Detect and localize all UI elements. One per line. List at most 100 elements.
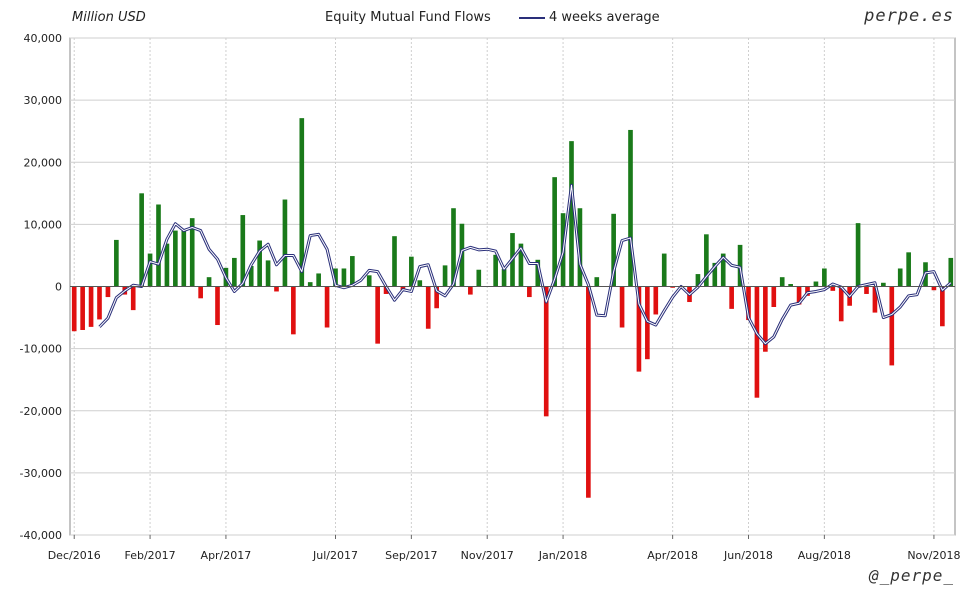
inflow-bar: [493, 254, 498, 287]
outflow-bar: [130, 286, 136, 311]
outflow-bar: [830, 286, 836, 291]
outflow-bar: [198, 286, 203, 299]
y-tick-label: -20,000: [20, 405, 62, 418]
inflow-bar: [232, 257, 237, 287]
outflow-bar: [80, 286, 85, 330]
x-tick-label: Dec/2016: [48, 549, 101, 562]
legend-line-swatch: [519, 16, 545, 19]
inflow-bar: [366, 275, 372, 287]
inflow-bar: [307, 282, 313, 287]
outflow-bar: [619, 286, 625, 328]
inflow-bar: [704, 234, 709, 287]
y-tick-label: 20,000: [24, 156, 63, 169]
x-tick-label: Apr/2018: [647, 549, 698, 562]
outflow-bar: [586, 286, 591, 498]
outflow-bar: [434, 286, 439, 309]
outflow-bar: [931, 286, 937, 291]
inflow-bar: [737, 244, 743, 287]
inflow-bar: [501, 269, 507, 287]
inflow-bar: [409, 256, 414, 287]
average-line-outline: [98, 183, 952, 346]
outflow-bar: [291, 286, 296, 335]
x-tick-label: Aug/2018: [798, 549, 851, 562]
outflow-bar: [838, 286, 844, 322]
inflow-bar: [350, 256, 355, 287]
legend-label: 4 weeks average: [549, 10, 660, 25]
inflow-bar: [156, 204, 161, 287]
inflow-bar: [240, 215, 246, 287]
inflow-bar: [189, 218, 195, 287]
outflow-bar: [754, 286, 760, 398]
outflow-bar: [468, 286, 473, 295]
x-tick-label: Sep/2017: [385, 549, 437, 562]
outflow-bar: [653, 286, 659, 315]
inflow-bar: [628, 129, 633, 287]
outflow-bar: [763, 286, 768, 352]
chart-title: Equity Mutual Fund Flows: [325, 10, 491, 25]
outflow-bar: [796, 286, 802, 305]
inflow-bar: [712, 262, 718, 287]
inflow-bar: [535, 259, 541, 287]
inflow-bar: [661, 253, 667, 287]
x-tick-label: Jun/2018: [723, 549, 773, 562]
outflow-bar: [872, 286, 878, 313]
handle-watermark: @_perpe_: [868, 566, 954, 585]
inflow-bar: [552, 177, 557, 287]
outflow-bar: [383, 286, 389, 294]
inflow-bar: [518, 243, 524, 287]
inflow-bar: [855, 223, 861, 287]
x-tick-label: Nov/2017: [461, 549, 514, 562]
y-tick-label: 30,000: [24, 94, 63, 107]
outflow-bar: [105, 286, 111, 298]
outflow-bar: [274, 286, 279, 292]
outflow-bar: [864, 286, 869, 294]
x-tick-label: Feb/2017: [124, 549, 175, 562]
axis-layer: -40,000 -30,000 -20,000 -10,000 0 10,000 20,00…: [20, 32, 961, 562]
inflow-bar: [695, 274, 701, 287]
inflow-bar: [577, 208, 583, 287]
x-tick-label: Apr/2017: [201, 549, 252, 562]
outflow-bar: [729, 286, 734, 309]
inflow-bar: [788, 284, 793, 287]
outflow-bar: [97, 286, 102, 320]
inflow-bar: [779, 277, 785, 287]
legend: 4 weeks average: [519, 10, 660, 25]
outflow-bar: [889, 286, 895, 366]
outflow-bar: [636, 286, 642, 372]
x-tick-label: Jan/2018: [538, 549, 588, 562]
inflow-bar: [257, 240, 262, 287]
inflow-bar: [114, 239, 119, 287]
inflow-bar: [442, 265, 448, 287]
outflow-bar: [771, 286, 777, 307]
inflow-bar: [164, 243, 170, 287]
inflow-bar: [147, 253, 153, 287]
inflow-bar: [720, 253, 726, 287]
inflow-bar: [392, 236, 397, 287]
y-tick-label: -30,000: [20, 467, 62, 480]
average-line-inner: [99, 184, 952, 345]
inflow-bar: [611, 213, 616, 287]
y-tick-label: -10,000: [20, 343, 62, 356]
x-tick-label: Jul/2017: [312, 549, 358, 562]
inflow-bar: [417, 280, 423, 287]
y-tick-label: 40,000: [24, 32, 63, 45]
inflow-bar: [333, 268, 338, 287]
inflow-bar: [206, 277, 212, 287]
outflow-bar: [425, 286, 431, 329]
outflow-bar: [71, 286, 77, 332]
outflow-bar: [375, 286, 380, 344]
outflow-bar: [670, 286, 675, 288]
outflow-bar: [940, 286, 945, 327]
inflow-bar: [451, 208, 456, 287]
x-tick-label: Nov/2018: [907, 549, 960, 562]
inflow-bar: [265, 260, 271, 287]
inflow-bar: [181, 230, 187, 287]
y-tick-label: 10,000: [24, 218, 63, 231]
inflow-bar: [341, 268, 347, 287]
outflow-bar: [324, 286, 330, 328]
inflow-bar: [299, 118, 305, 287]
outflow-bar: [88, 286, 94, 327]
inflow-bar: [316, 273, 321, 287]
inflow-bar: [139, 193, 144, 287]
